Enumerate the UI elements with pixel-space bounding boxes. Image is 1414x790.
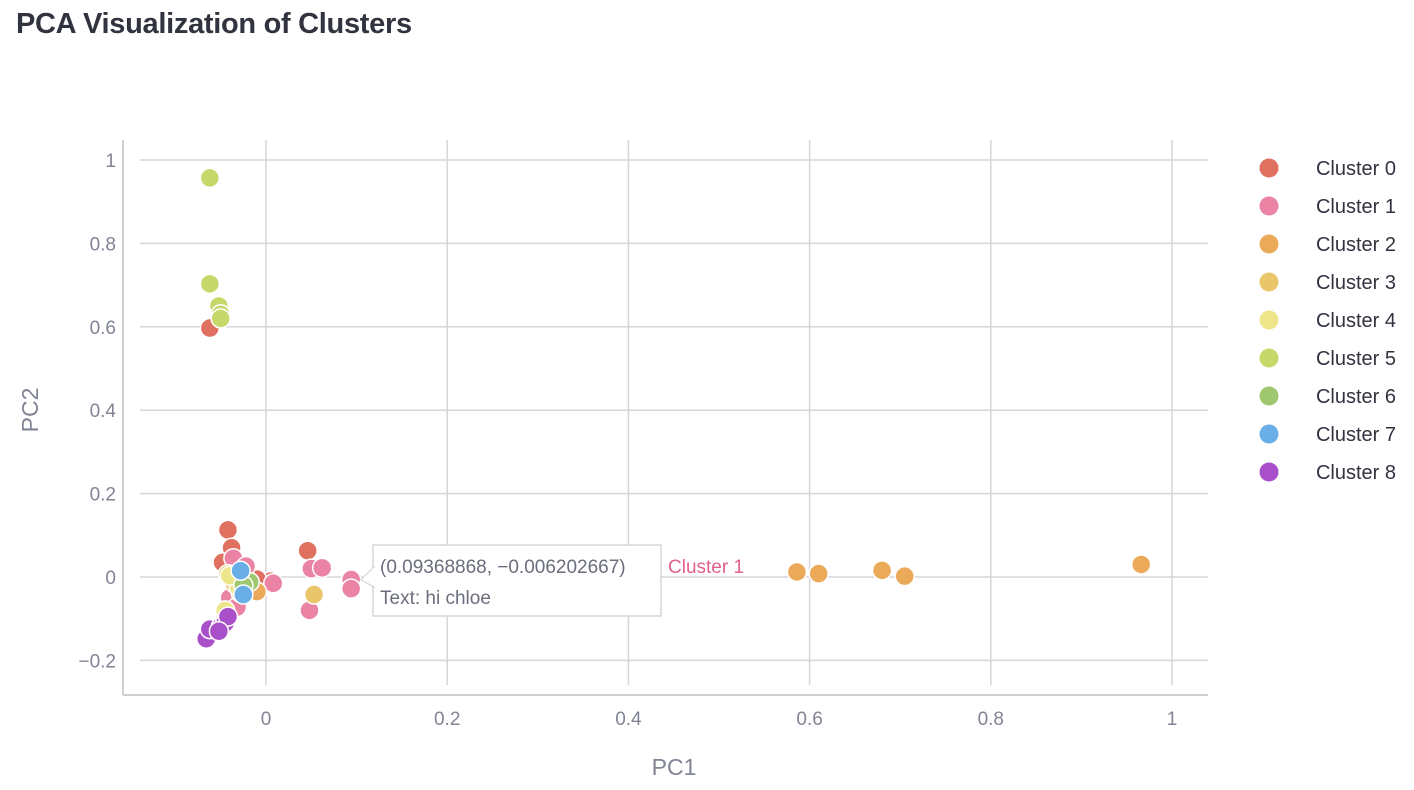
data-point[interactable] xyxy=(1130,554,1152,575)
tick-labels: 0 0.2 0.4 0.6 0.8 1 −0.2 0 0.2 0.4 0.6 0.8 1 xyxy=(78,151,1177,730)
legend-marker xyxy=(1259,234,1279,254)
legend-marker xyxy=(1259,310,1279,330)
y-tick-label: 0 xyxy=(105,568,116,589)
legend-marker xyxy=(1259,196,1279,216)
legend-marker xyxy=(1259,462,1279,482)
data-point[interactable] xyxy=(786,561,808,583)
legend-marker xyxy=(1259,272,1279,292)
data-point[interactable] xyxy=(340,578,362,599)
tooltip: (0.09368868, −0.006202667) Text: hi chloe… xyxy=(359,544,744,617)
data-point[interactable] xyxy=(233,584,254,605)
chart-title: PCA Visualization of Clusters xyxy=(16,8,412,40)
tooltip-pointer xyxy=(359,565,375,589)
x-axis-label: PC1 xyxy=(652,754,697,780)
legend-marker xyxy=(1259,348,1279,368)
x-tick-label: 0.2 xyxy=(434,709,460,730)
legend-label: Cluster 4 xyxy=(1316,310,1396,332)
data-point[interactable] xyxy=(894,565,915,587)
legend-item[interactable]: Cluster 8 xyxy=(1259,462,1397,484)
data-point[interactable] xyxy=(303,584,325,605)
legend-item[interactable]: Cluster 5 xyxy=(1259,348,1397,370)
x-tick-label: 0.6 xyxy=(796,709,822,730)
legend-item[interactable]: Cluster 0 xyxy=(1259,158,1397,180)
legend-label: Cluster 8 xyxy=(1316,462,1396,484)
series-cluster-8[interactable] xyxy=(195,606,239,649)
legend-item[interactable]: Cluster 6 xyxy=(1259,386,1397,408)
legend-label: Cluster 0 xyxy=(1316,158,1396,180)
legend-item[interactable]: Cluster 3 xyxy=(1259,272,1397,294)
tooltip-text: Text: hi chloe xyxy=(380,588,491,609)
tooltip-series: Cluster 1 xyxy=(668,557,744,578)
legend-label: Cluster 3 xyxy=(1316,272,1396,294)
legend-item[interactable]: Cluster 2 xyxy=(1259,234,1397,256)
data-point[interactable] xyxy=(199,273,221,295)
legend-label: Cluster 2 xyxy=(1316,234,1396,256)
x-tick-label: 1 xyxy=(1167,709,1178,730)
series-cluster-2[interactable] xyxy=(246,554,1152,602)
y-tick-label: 1 xyxy=(105,151,116,172)
y-tick-label: 0.6 xyxy=(90,318,116,339)
series-cluster-5[interactable] xyxy=(199,167,231,329)
legend-marker xyxy=(1259,158,1279,178)
legend-label: Cluster 6 xyxy=(1316,386,1396,408)
legend[interactable]: Cluster 0 Cluster 1 Cluster 2 Cluster 3 Clus… xyxy=(1259,158,1397,484)
axes xyxy=(122,140,1208,696)
series-cluster-0[interactable] xyxy=(199,317,318,592)
y-tick-label: −0.2 xyxy=(78,651,116,672)
y-tick-label: 0.4 xyxy=(90,401,117,422)
data-point[interactable] xyxy=(217,519,239,541)
x-tick-label: 0.4 xyxy=(615,709,642,730)
x-tick-label: 0 xyxy=(261,709,272,730)
data-point[interactable] xyxy=(208,620,230,642)
legend-item[interactable]: Cluster 1 xyxy=(1259,196,1397,218)
data-point[interactable] xyxy=(311,557,333,579)
legend-marker xyxy=(1259,424,1279,444)
y-tick-label: 0.2 xyxy=(90,485,116,506)
data-point[interactable] xyxy=(230,560,251,581)
legend-marker xyxy=(1259,386,1279,406)
legend-item[interactable]: Cluster 4 xyxy=(1259,310,1397,332)
tooltip-coords: (0.09368868, −0.006202667) xyxy=(380,557,626,578)
grid-lines xyxy=(140,140,1208,685)
y-axis-label: PC2 xyxy=(17,388,43,433)
legend-label: Cluster 1 xyxy=(1316,196,1396,218)
x-tick-label: 0.8 xyxy=(978,709,1004,730)
series-cluster-7[interactable] xyxy=(230,560,254,605)
legend-item[interactable]: Cluster 7 xyxy=(1259,424,1397,446)
tooltip-pointer-mask xyxy=(373,568,375,586)
legend-label: Cluster 5 xyxy=(1316,348,1396,370)
data-point[interactable] xyxy=(199,167,221,189)
tooltip-box xyxy=(372,544,662,617)
data-points[interactable] xyxy=(195,167,1152,649)
data-point[interactable] xyxy=(297,540,318,561)
legend-label: Cluster 7 xyxy=(1316,424,1396,446)
data-point[interactable] xyxy=(262,573,284,594)
y-tick-label: 0.8 xyxy=(90,234,116,255)
data-point[interactable] xyxy=(808,563,829,584)
data-point[interactable] xyxy=(871,560,893,581)
data-point[interactable] xyxy=(217,606,239,627)
data-point[interactable] xyxy=(210,308,231,329)
